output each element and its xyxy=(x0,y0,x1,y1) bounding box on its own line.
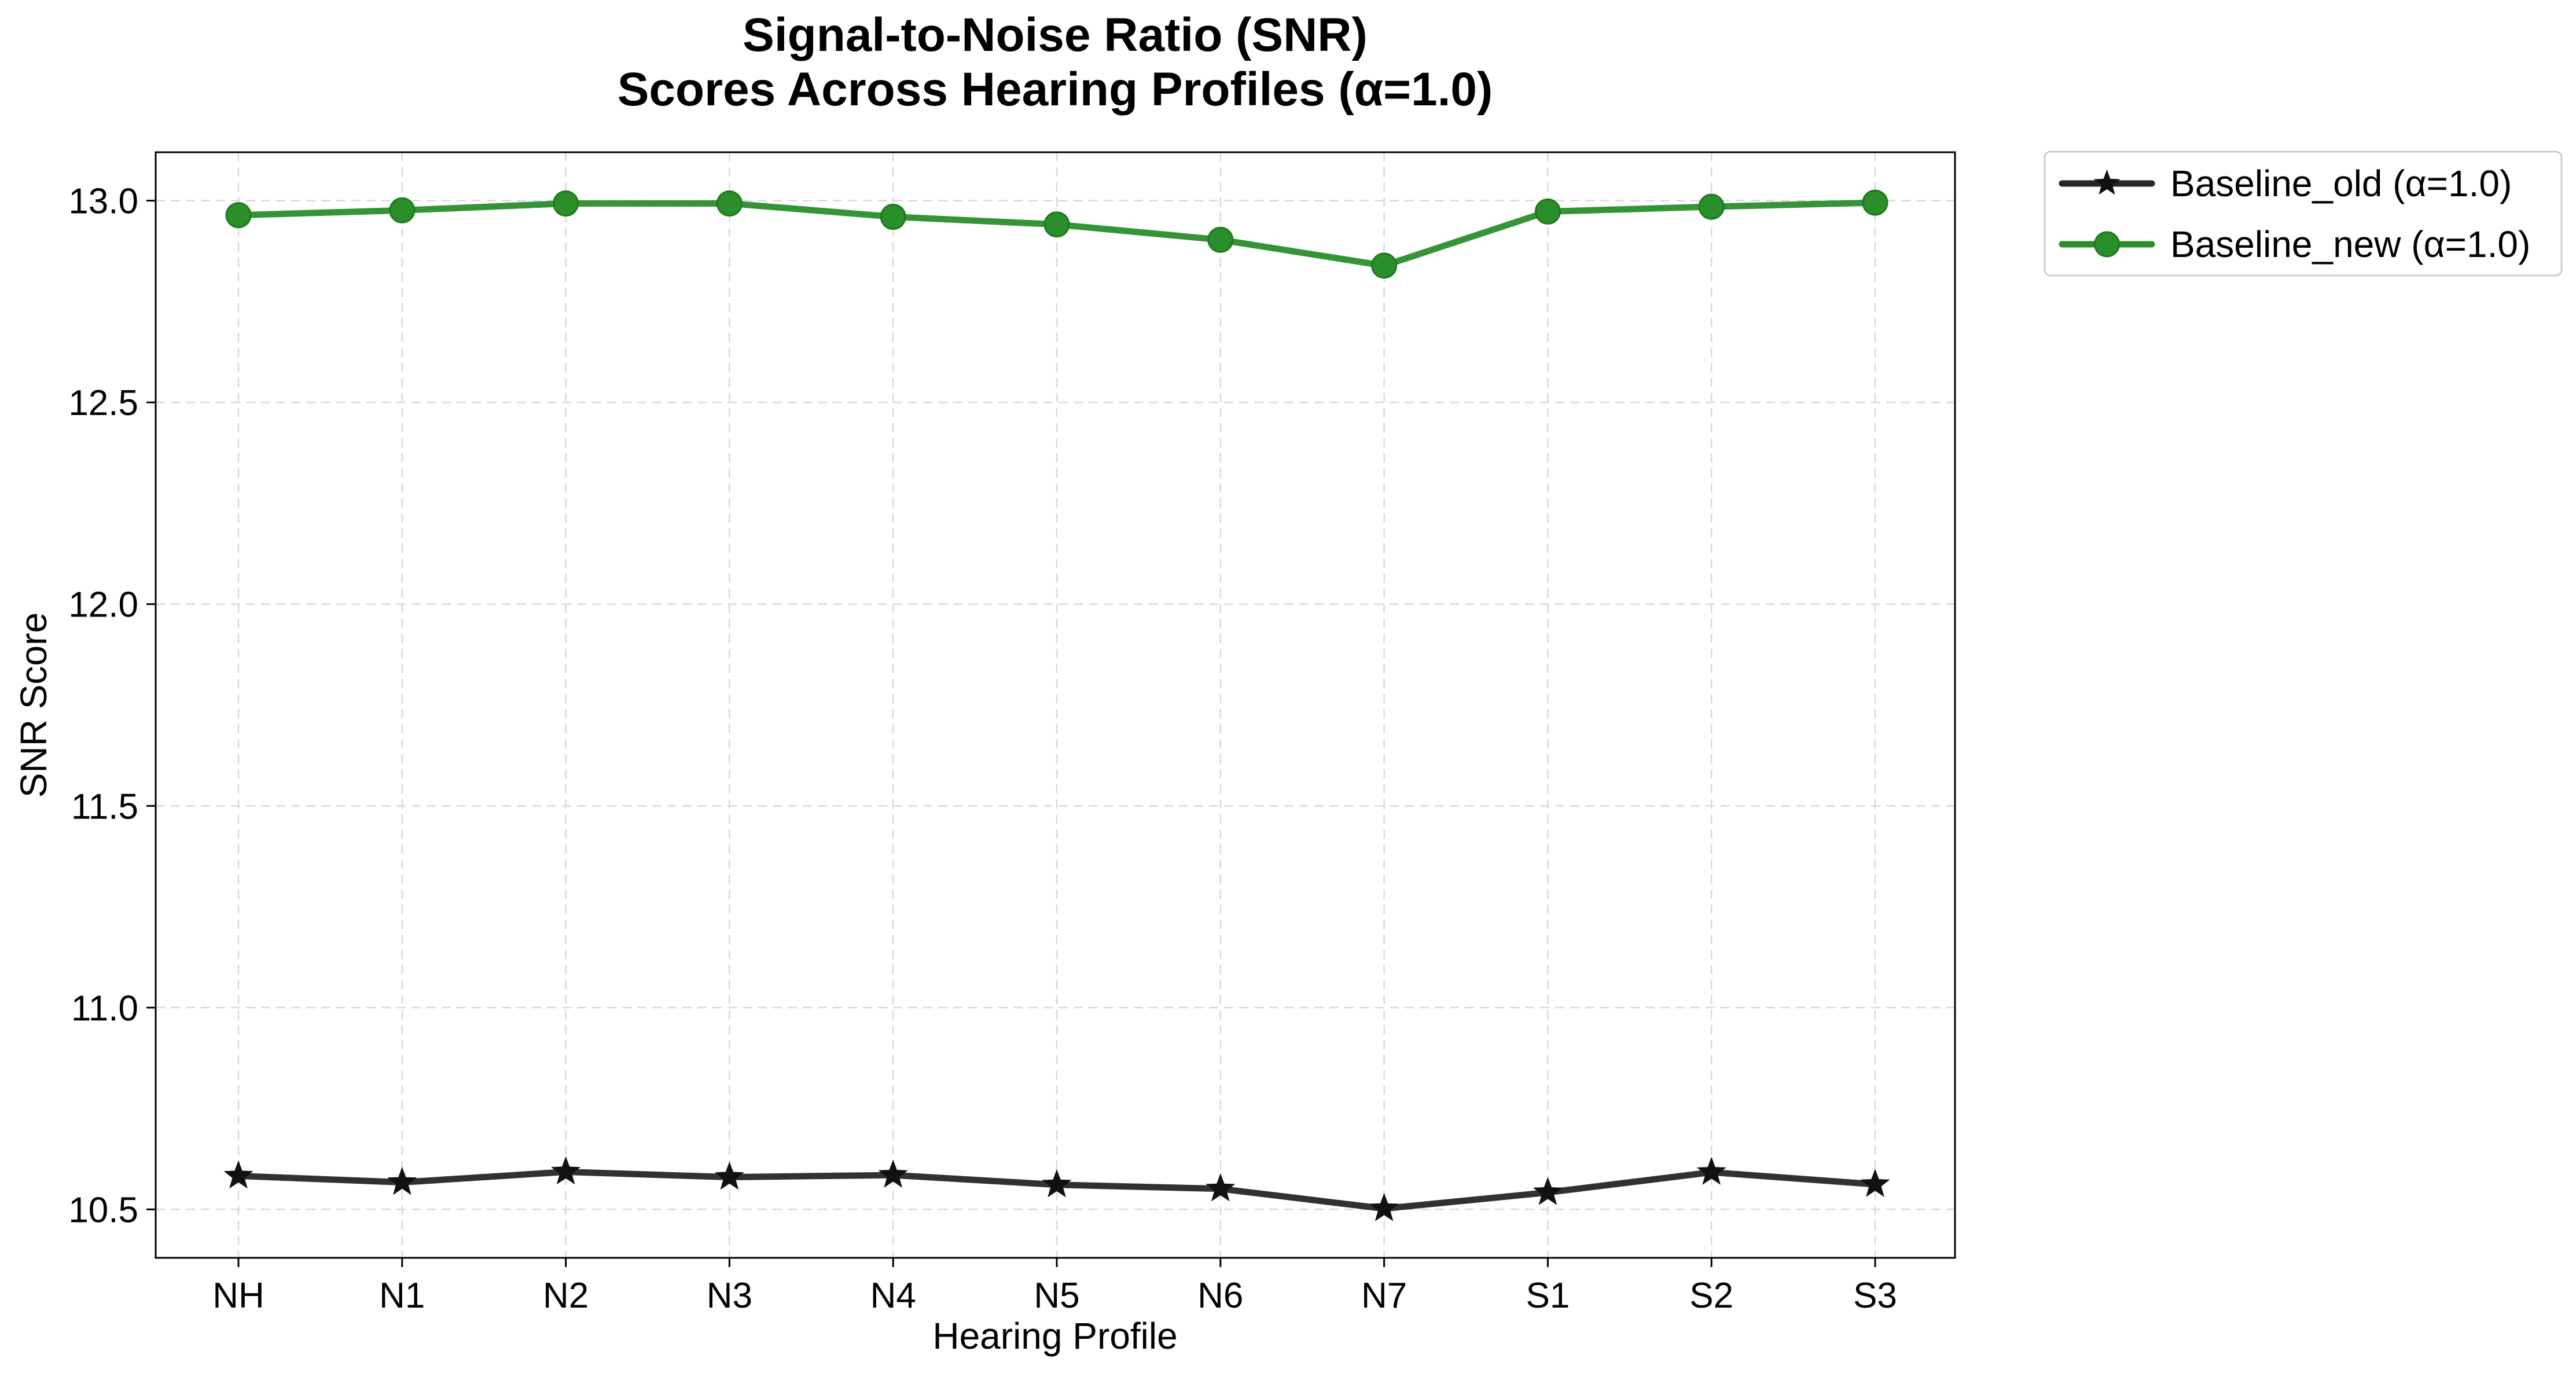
y-axis-label: SNR Score xyxy=(13,612,54,798)
x-axis-label: Hearing Profile xyxy=(932,1315,1177,1357)
legend-frame xyxy=(2044,150,2563,277)
legend-star-marker xyxy=(2093,170,2121,195)
data-point xyxy=(1698,193,1725,220)
x-tick-label: S1 xyxy=(1526,1276,1570,1316)
data-point xyxy=(551,1156,581,1185)
y-tick-label: 12.5 xyxy=(68,383,138,423)
data-point xyxy=(223,1160,253,1189)
data-point xyxy=(716,190,743,217)
y-tick-label: 13.0 xyxy=(68,182,138,222)
x-tick-label: N5 xyxy=(1034,1276,1079,1316)
data-point xyxy=(714,1161,744,1190)
data-point xyxy=(1369,1193,1399,1221)
x-tick-label: N2 xyxy=(543,1276,589,1316)
x-tick-label: N3 xyxy=(707,1276,752,1316)
x-axis: NH N1 N2 N3 N4 N5 N6 N7 S1 S2 S3 xyxy=(212,1258,1897,1316)
x-tick-label: N1 xyxy=(379,1276,425,1316)
data-point xyxy=(1696,1157,1726,1185)
series-layer xyxy=(223,189,1890,1221)
x-tick-label: N4 xyxy=(870,1276,916,1316)
legend-label: Baseline_new (α=1.0) xyxy=(2170,223,2530,265)
x-tick-label: S2 xyxy=(1689,1276,1733,1316)
y-tick-label: 11.0 xyxy=(71,989,138,1029)
series-baseline-new xyxy=(225,189,1888,279)
data-point xyxy=(389,197,416,223)
y-axis: 10.5 11.0 11.5 12.0 12.5 13.0 xyxy=(68,182,156,1230)
data-point xyxy=(1042,1169,1072,1198)
data-point xyxy=(1206,1173,1236,1202)
data-point xyxy=(553,190,579,217)
legend-entry: Baseline_old (α=1.0) xyxy=(2059,163,2512,204)
grid xyxy=(156,152,1955,1258)
data-point xyxy=(1207,226,1234,253)
plot-frame xyxy=(155,151,1956,1259)
series-baseline-old xyxy=(223,1156,1890,1221)
data-point xyxy=(1860,1169,1890,1197)
data-point xyxy=(1862,189,1888,216)
chart-title-line-1: Signal-to-Noise Ratio (SNR) xyxy=(743,9,1368,61)
x-tick-label: N7 xyxy=(1361,1276,1407,1316)
x-tick-label: S3 xyxy=(1853,1276,1897,1316)
data-point xyxy=(1371,252,1398,279)
data-point xyxy=(878,1159,908,1188)
legend: Baseline_old (α=1.0) Baseline_new (α=1.0) xyxy=(2044,150,2563,277)
legend-entry: Baseline_new (α=1.0) xyxy=(2059,223,2530,265)
legend-circle-marker xyxy=(2094,231,2120,258)
legend-label: Baseline_old (α=1.0) xyxy=(2170,163,2512,204)
data-point xyxy=(225,202,252,229)
data-point xyxy=(1534,198,1561,225)
y-tick-label: 11.5 xyxy=(71,787,138,827)
x-tick-label: NH xyxy=(212,1276,264,1316)
y-tick-label: 12.0 xyxy=(68,585,138,625)
chart-title-line-2: Scores Across Hearing Profiles (α=1.0) xyxy=(618,63,1493,116)
data-point xyxy=(387,1166,417,1195)
x-tick-label: N6 xyxy=(1197,1276,1243,1316)
data-point xyxy=(880,204,906,230)
y-tick-label: 10.5 xyxy=(68,1190,138,1230)
data-point xyxy=(1043,211,1070,238)
data-point xyxy=(1533,1177,1563,1205)
